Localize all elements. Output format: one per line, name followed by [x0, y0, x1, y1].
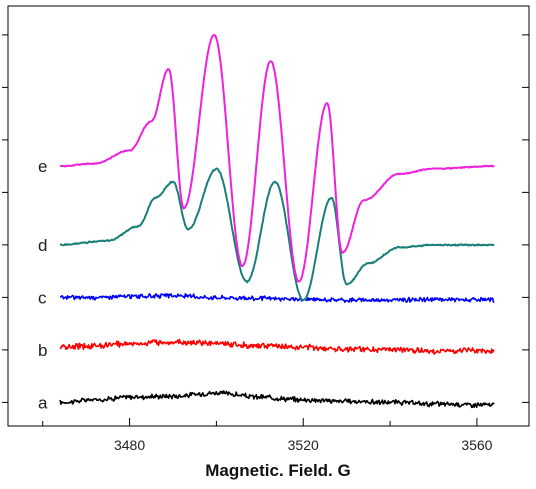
trace-label-b: b	[38, 341, 47, 360]
trace-label-e: e	[38, 157, 47, 176]
x-tick-label: 3520	[288, 437, 319, 453]
trace-a	[59, 390, 495, 409]
y-tick-group	[2, 34, 529, 403]
trace-d	[59, 167, 495, 302]
x-axis-title: Magnetic. Field. G	[205, 461, 350, 480]
trace-b	[59, 338, 495, 355]
plot-frame	[7, 5, 530, 427]
trace-label-c: c	[38, 288, 47, 307]
x-tick-label: 3560	[461, 437, 492, 453]
trace-c	[59, 293, 495, 304]
x-tick-label: 3480	[114, 437, 145, 453]
trace-label-group: a b c d e	[38, 157, 48, 412]
trace-label-a: a	[38, 393, 48, 412]
trace-e	[59, 33, 495, 283]
trace-group	[59, 33, 495, 409]
trace-label-d: d	[38, 236, 47, 255]
x-tick-group: 3480 3520 3560	[42, 418, 493, 453]
